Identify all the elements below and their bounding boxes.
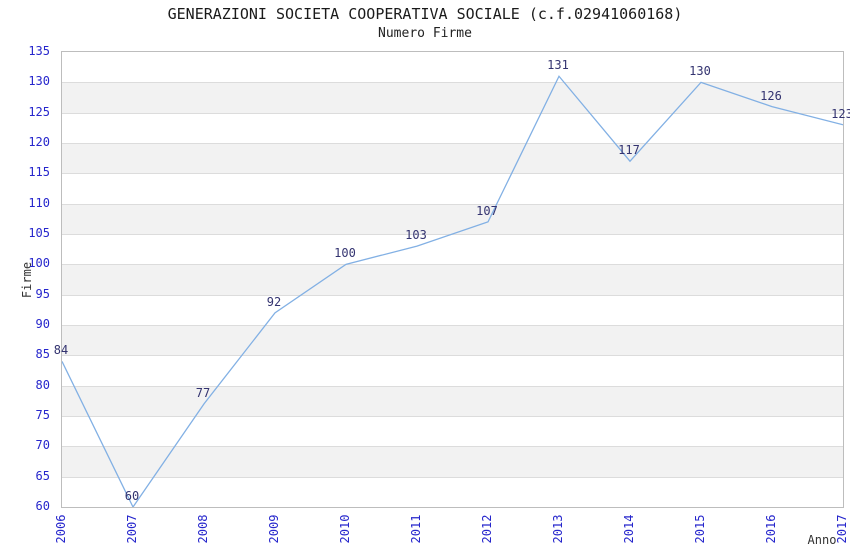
gridline [62, 385, 843, 387]
y-tick-label: 130 [28, 74, 50, 89]
y-tick-label: 75 [35, 408, 50, 422]
y-tick-label: 105 [28, 226, 50, 240]
x-tick-label: 2008 [196, 514, 210, 544]
gridline [62, 264, 843, 266]
gridline [62, 325, 843, 326]
gridline [62, 203, 843, 205]
y-tick-label: 80 [35, 377, 50, 392]
data-point-label: 107 [476, 203, 498, 218]
data-point-label: 131 [547, 58, 569, 73]
x-tick-label: 2011 [409, 514, 423, 544]
y-tick-label: 135 [28, 44, 50, 58]
x-tick-label: 2010 [338, 514, 352, 544]
data-point-label: 77 [195, 385, 211, 400]
plot-band [62, 203, 843, 234]
data-point-label: 126 [760, 88, 782, 103]
y-tick-label: 95 [35, 286, 50, 301]
plot-band [62, 264, 843, 295]
x-tick-label: 2014 [622, 514, 636, 544]
gridline [62, 173, 843, 175]
x-tick-label: 2006 [54, 514, 68, 544]
data-line [62, 75, 843, 507]
x-tick-label: 2015 [693, 514, 707, 544]
y-tick-label: 60 [35, 499, 50, 513]
plot-band [62, 446, 843, 477]
plot-band [62, 82, 843, 113]
data-point-label: 60 [124, 489, 140, 503]
data-point-label: 100 [334, 246, 356, 261]
plot-band [62, 385, 843, 416]
x-tick-label: 2016 [764, 514, 778, 544]
y-tick-label: 70 [35, 438, 50, 453]
data-point-label: 103 [405, 228, 427, 243]
gridline [62, 143, 843, 144]
x-tick-label: 2013 [551, 514, 565, 544]
y-tick-label: 125 [28, 104, 50, 119]
gridline [62, 355, 843, 357]
chart-title: GENERAZIONI SOCIETA COOPERATIVA SOCIALE … [167, 5, 683, 23]
y-tick-label: 65 [35, 468, 50, 483]
gridline [62, 294, 843, 296]
data-point-label: 130 [689, 64, 711, 79]
x-tick-label: 2012 [480, 514, 494, 544]
x-tick-label: 2017 [835, 514, 849, 544]
y-tick-label: 85 [35, 347, 50, 362]
data-point-label: 123 [831, 106, 850, 121]
y-tick-label: 90 [35, 317, 50, 331]
y-tick-label: 100 [28, 256, 50, 271]
plot-band [62, 325, 843, 356]
data-point-label: 117 [618, 143, 640, 158]
gridline [62, 476, 843, 478]
y-tick-label: 115 [28, 165, 50, 180]
y-tick-label: 120 [28, 135, 50, 149]
data-point-label: 92 [266, 294, 282, 309]
x-axis-label: Anno [807, 533, 837, 547]
gridline [62, 112, 843, 114]
y-tick-label: 110 [28, 195, 50, 210]
data-line-svg [62, 75, 843, 507]
x-tick-label: 2009 [267, 514, 281, 544]
data-point-label: 84 [53, 343, 69, 358]
chart-subtitle: Numero Firme [378, 26, 472, 41]
plot-band [62, 143, 843, 174]
plot-area [61, 51, 844, 508]
gridline [62, 446, 843, 448]
x-tick-label: 2007 [125, 514, 139, 544]
gridline [62, 416, 843, 417]
gridline [62, 82, 843, 84]
